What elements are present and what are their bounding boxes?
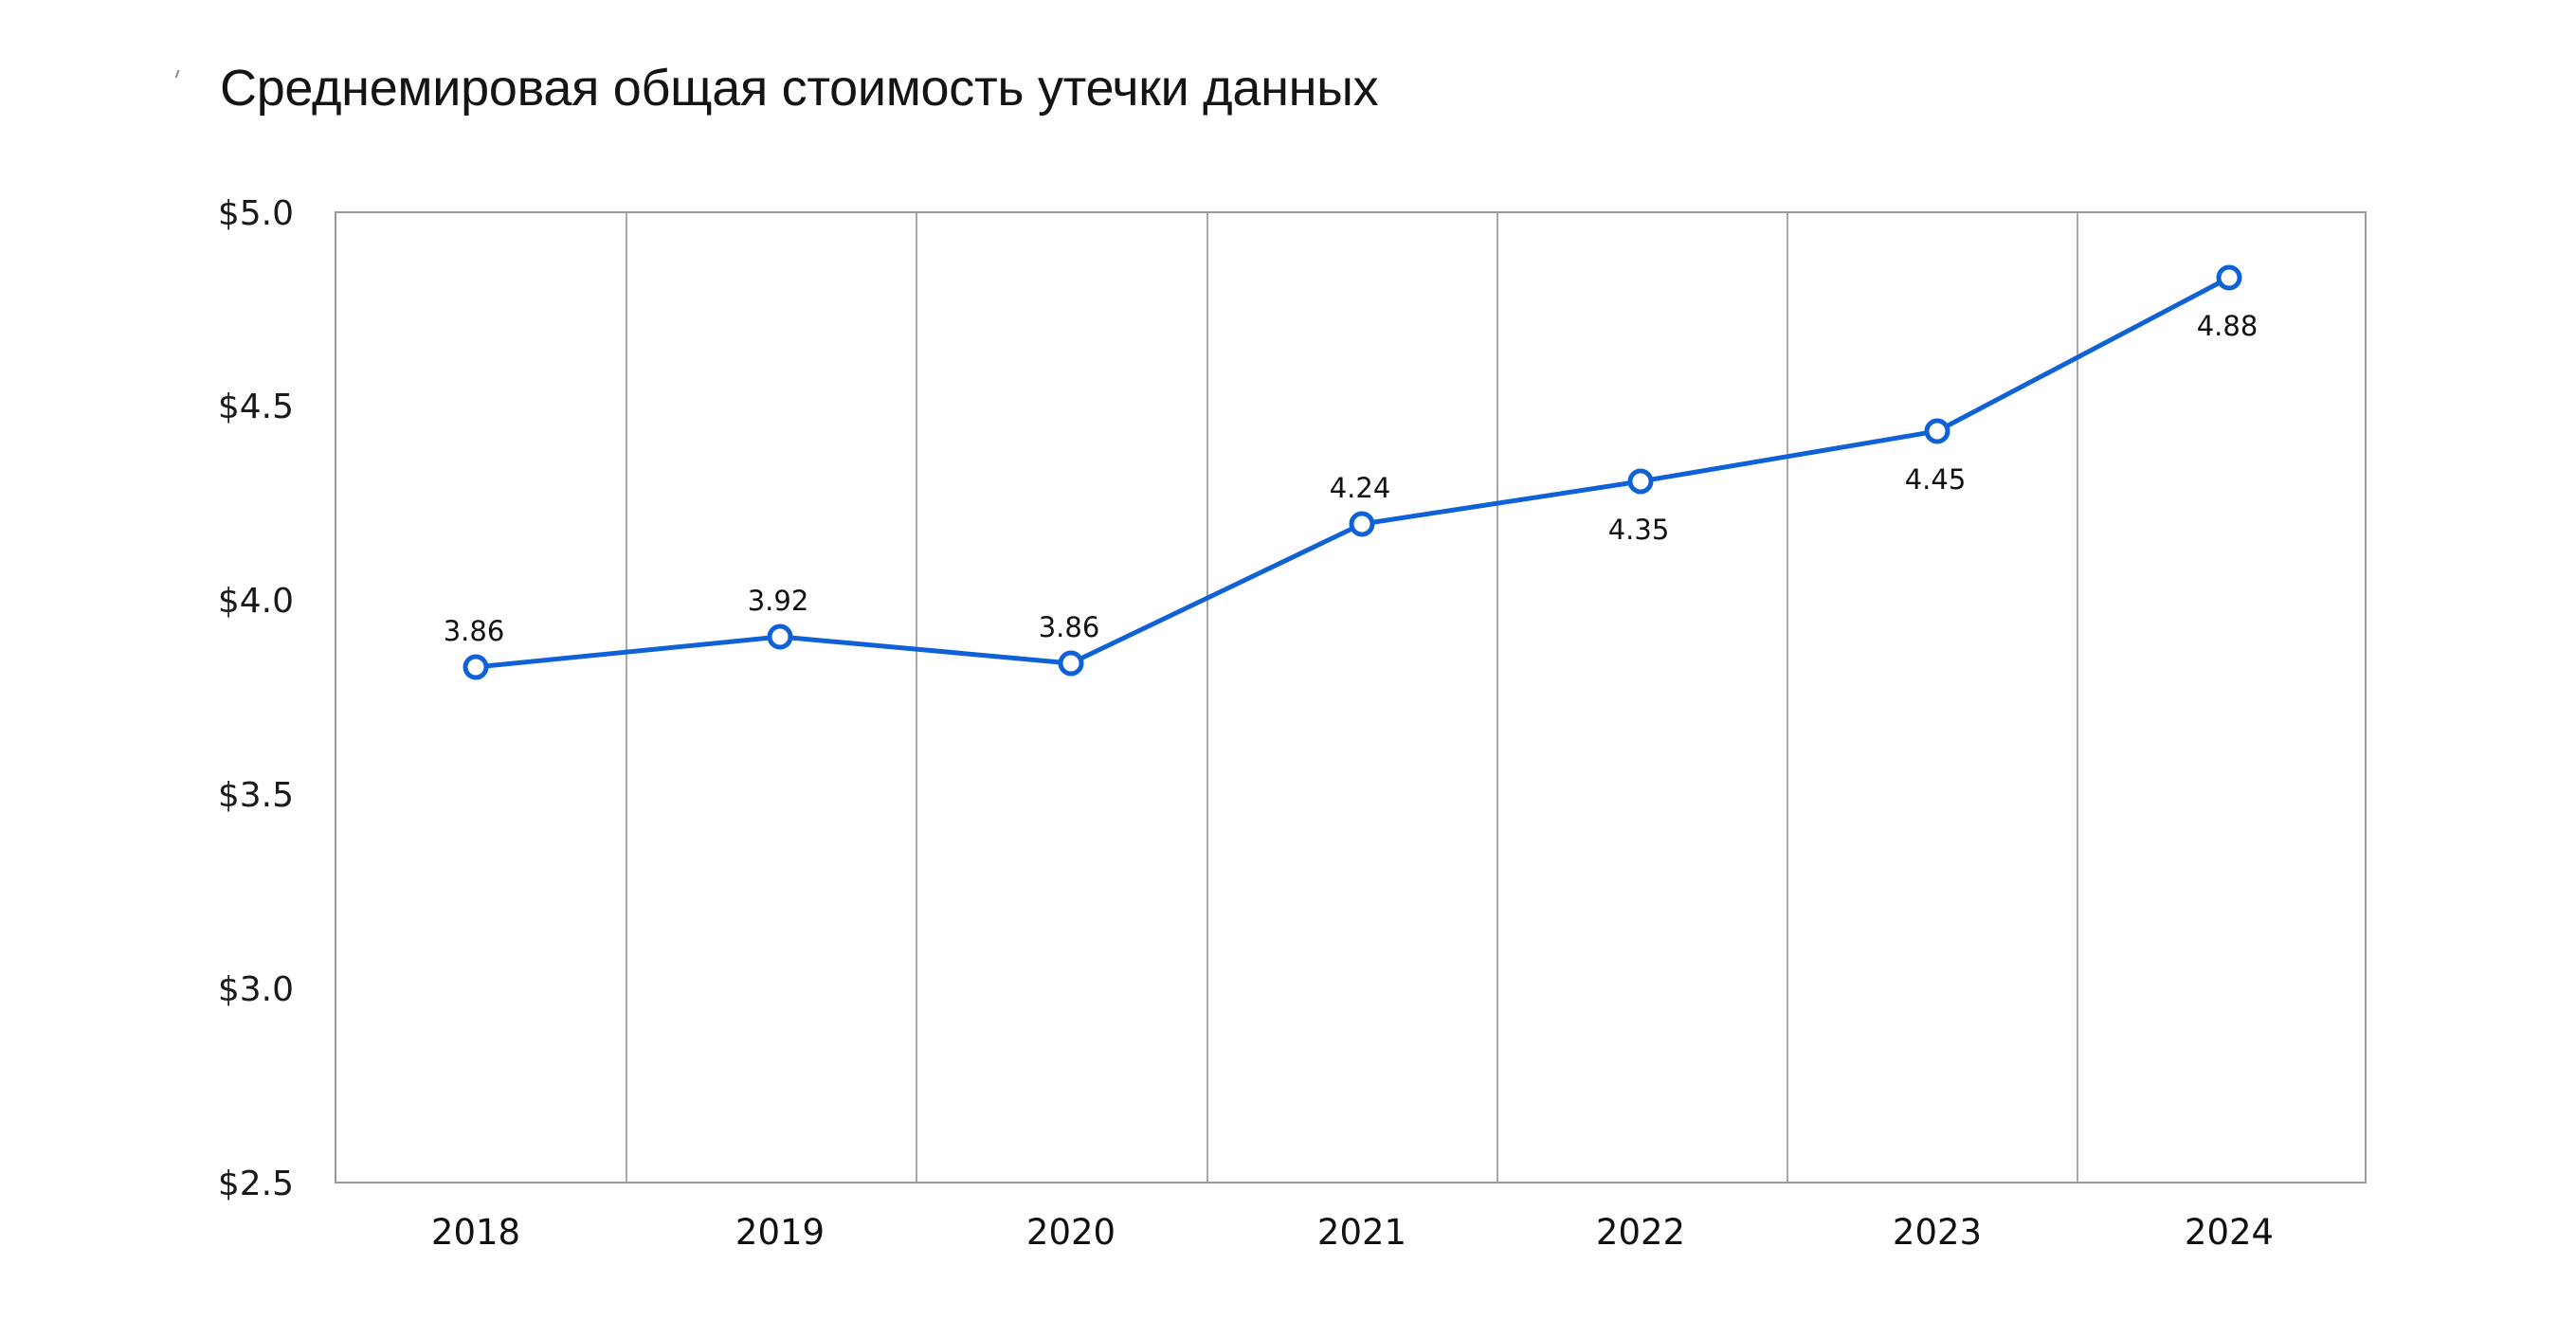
vertical-gridlines	[626, 212, 2078, 1183]
data-point-markers	[463, 264, 2242, 680]
data-label: 3.86	[444, 615, 505, 647]
y-tick-label: $5.0	[218, 194, 294, 233]
data-label: 4.45	[1905, 463, 1967, 496]
x-axis-ticks: 2018 2019 2020 2021 2022 2023 2024	[431, 1212, 2274, 1253]
x-tick-label: 2019	[735, 1212, 825, 1253]
data-point-marker[interactable]	[1627, 468, 1654, 495]
y-tick-label: $2.5	[218, 1165, 294, 1203]
data-label: 4.24	[1330, 472, 1391, 504]
y-tick-label: $4.0	[218, 582, 294, 621]
y-tick-label: $3.0	[218, 970, 294, 1009]
data-point-marker[interactable]	[1349, 511, 1375, 537]
data-point-marker[interactable]	[767, 623, 793, 650]
y-tick-label: $4.5	[218, 388, 294, 426]
x-tick-label: 2021	[1317, 1212, 1406, 1253]
data-label: 4.35	[1608, 514, 1670, 546]
x-tick-label: 2024	[2185, 1212, 2274, 1253]
x-tick-label: 2020	[1026, 1212, 1116, 1253]
y-tick-label: $3.5	[218, 776, 294, 815]
x-tick-label: 2022	[1596, 1212, 1685, 1253]
x-tick-label: 2023	[1893, 1212, 1982, 1253]
x-tick-label: 2018	[431, 1212, 520, 1253]
data-label: 4.88	[2197, 310, 2259, 342]
data-point-marker[interactable]	[1924, 418, 1950, 444]
plot-area-frame	[335, 211, 2367, 1183]
data-point-marker[interactable]	[463, 654, 489, 680]
data-label: 3.86	[1039, 611, 1100, 643]
data-labels: 3.86 3.92 3.86 4.24 4.35 4.45 4.88	[444, 310, 2259, 647]
data-point-marker[interactable]	[2216, 264, 2242, 291]
chart-title: Среднемировая общая стоимость утечки дан…	[220, 60, 1379, 117]
data-label: 3.92	[748, 585, 809, 617]
data-point-marker[interactable]	[1058, 650, 1084, 677]
y-axis-ticks: $5.0 $4.5 $4.0 $3.5 $3.0 $2.5	[218, 194, 294, 1203]
